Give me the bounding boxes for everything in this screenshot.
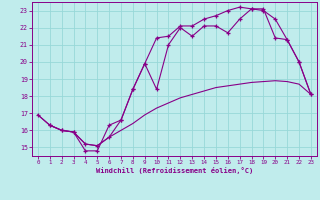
X-axis label: Windchill (Refroidissement éolien,°C): Windchill (Refroidissement éolien,°C) [96,167,253,174]
